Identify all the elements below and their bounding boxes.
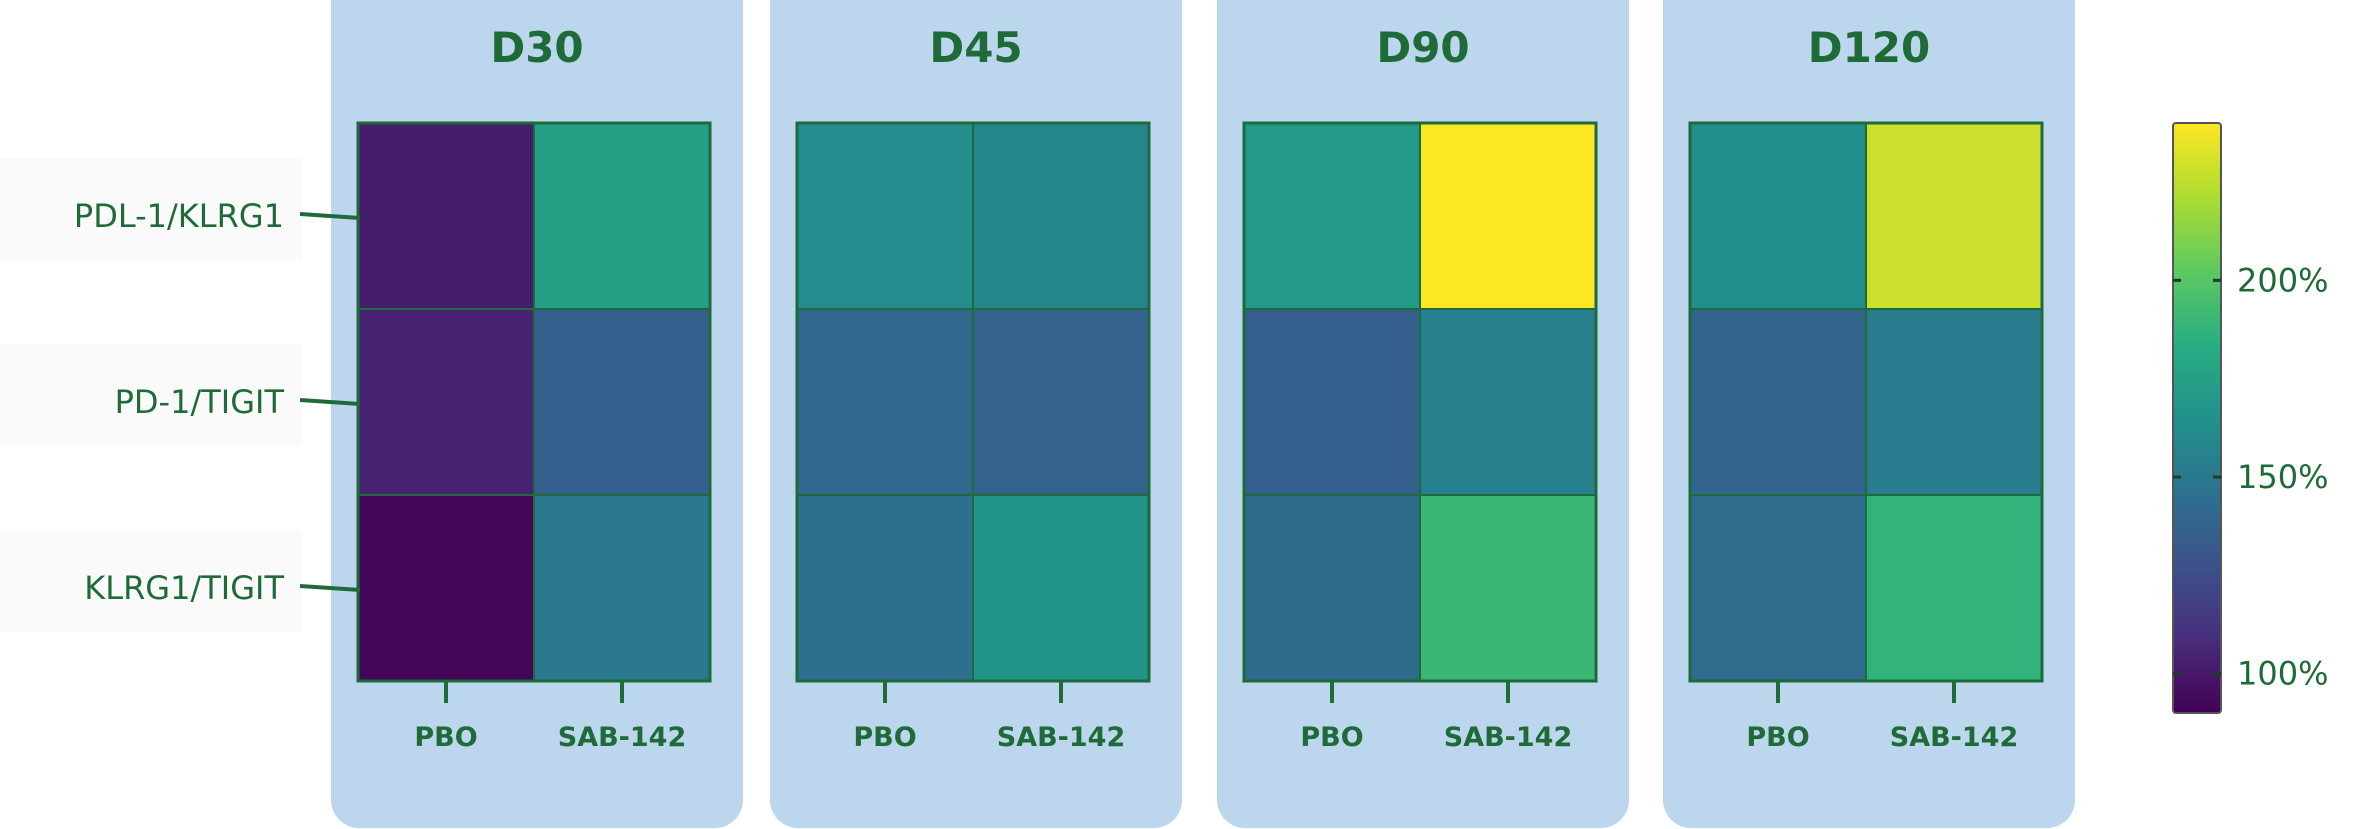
heatmap-cell	[533, 308, 711, 496]
panel-d30: D30 PBO SAB-142	[331, 0, 743, 828]
heatmap-cell	[357, 308, 535, 496]
heatmap-cell	[357, 122, 535, 310]
heatmap-cell	[1243, 494, 1421, 682]
panel-title: D90	[1376, 23, 1469, 72]
heatmap-cell	[1419, 122, 1597, 310]
heatmap-cell	[1689, 122, 1867, 310]
colorbar-tick-label: 150%	[2237, 458, 2328, 496]
row-label: KLRG1/TIGIT	[84, 569, 284, 607]
heatmap-frame	[1688, 121, 2044, 683]
heatmap-cell	[972, 308, 1150, 496]
panel-title: D30	[490, 23, 583, 72]
heatmap-cell	[796, 122, 974, 310]
heatmap-cell	[533, 122, 711, 310]
row-tick	[299, 212, 361, 220]
row-tick	[299, 584, 361, 592]
heatmap-cell	[1419, 308, 1597, 496]
heatmap-cell	[1865, 122, 2043, 310]
heatmap-cell	[796, 308, 974, 496]
row-label: PD-1/TIGIT	[115, 383, 285, 421]
panel-d45: D45 PBO SAB-142	[770, 0, 1182, 828]
row-tick	[299, 398, 361, 406]
panel-d120: D120 PBO SAB-142	[1663, 0, 2075, 828]
row-label-background	[0, 530, 302, 632]
row-label-background	[0, 158, 302, 260]
heatmap-cell	[1865, 308, 2043, 496]
column-label: PBO	[1300, 722, 1363, 753]
heatmap-cell	[972, 122, 1150, 310]
heatmap-cell	[1243, 122, 1421, 310]
heatmap-cell	[1419, 494, 1597, 682]
colorbar-gradient	[2172, 122, 2222, 714]
heatmap-cell	[796, 494, 974, 682]
row-label-background	[0, 344, 302, 446]
heatmap-cell	[1243, 308, 1421, 496]
row-label: PDL-1/KLRG1	[74, 197, 284, 235]
column-label: SAB-142	[997, 722, 1126, 753]
heatmap-cell	[357, 494, 535, 682]
heatmap-frame	[1242, 121, 1598, 683]
panel-d90: D90 PBO SAB-142	[1217, 0, 1629, 828]
colorbar: 100% 150% 200%	[2172, 122, 2328, 714]
heatmap-cell	[1689, 308, 1867, 496]
heatmap-cell	[1865, 494, 2043, 682]
column-label: PBO	[1746, 722, 1809, 753]
column-label: SAB-142	[558, 722, 687, 753]
column-label: SAB-142	[1890, 722, 2019, 753]
heatmap-cell	[1689, 494, 1867, 682]
panel-title: D45	[929, 23, 1022, 72]
column-label: PBO	[853, 722, 916, 753]
column-label: PBO	[414, 722, 477, 753]
heatmap-frame	[795, 121, 1151, 683]
column-label: SAB-142	[1444, 722, 1573, 753]
heatmap-cell	[533, 494, 711, 682]
colorbar-tick-label: 200%	[2237, 261, 2328, 299]
panel-title: D120	[1808, 23, 1931, 72]
colorbar-tick-label: 100%	[2237, 655, 2328, 693]
heatmap-cell	[972, 494, 1150, 682]
